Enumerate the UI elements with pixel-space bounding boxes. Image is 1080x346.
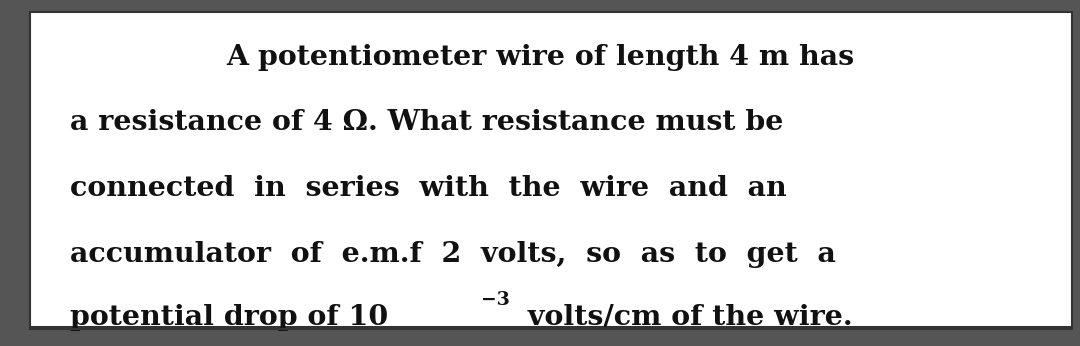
FancyBboxPatch shape (30, 12, 1072, 327)
Text: volts/cm of the wire.: volts/cm of the wire. (518, 304, 853, 331)
Text: a resistance of 4 Ω. What resistance must be: a resistance of 4 Ω. What resistance mus… (70, 109, 784, 136)
Text: potential drop of 10: potential drop of 10 (70, 304, 389, 331)
Text: A potentiometer wire of length 4 m has: A potentiometer wire of length 4 m has (226, 44, 854, 71)
Text: −3: −3 (481, 291, 510, 309)
Text: connected  in  series  with  the  wire  and  an: connected in series with the wire and an (70, 175, 787, 202)
Text: accumulator  of  e.m.f  2  volts,  so  as  to  get  a: accumulator of e.m.f 2 volts, so as to g… (70, 241, 836, 268)
